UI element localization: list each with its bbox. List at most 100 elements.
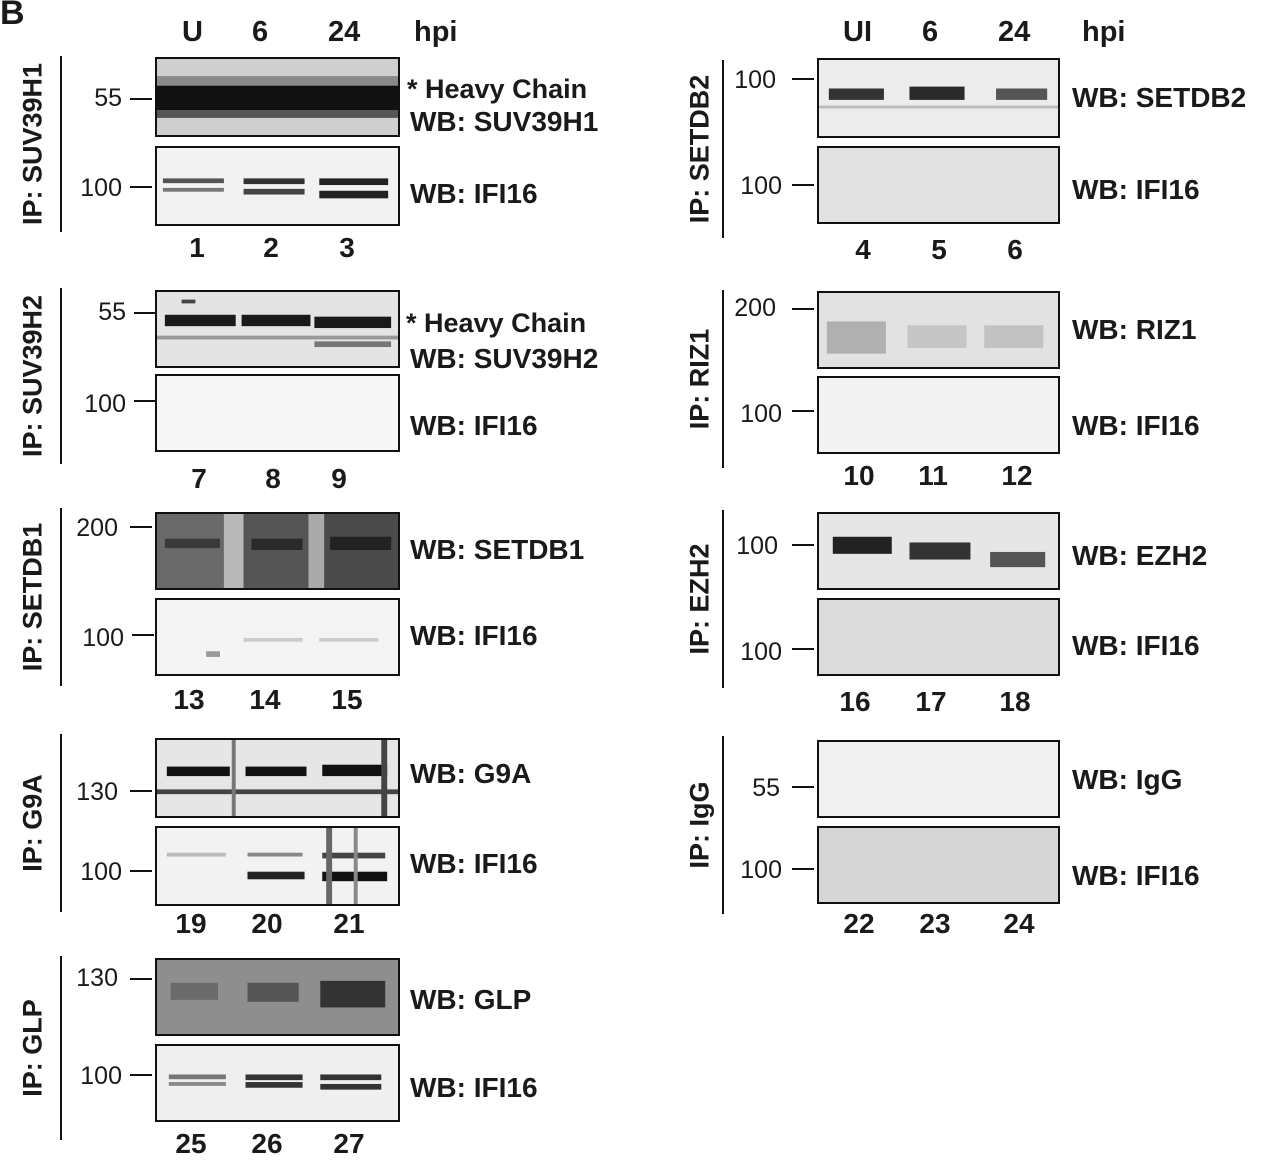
- blot-ezh2-top: [817, 512, 1060, 590]
- mw-tick: [130, 870, 152, 872]
- wb-label-ifi16: WB: IFI16: [1072, 860, 1200, 891]
- right-header-hpi: hpi: [1082, 16, 1126, 48]
- wb-label-setdb2: WB: SETDB2: [1072, 82, 1247, 113]
- wb-label-ifi16: WB: IFI16: [1072, 174, 1200, 205]
- mw-tick: [792, 786, 814, 788]
- wb-label-riz1: WB: RIZ1: [1072, 314, 1197, 345]
- mw-tick: [130, 978, 152, 980]
- lane-number: 18: [999, 686, 1031, 717]
- ip-label-g9a: IP: G9A: [17, 774, 48, 872]
- mw-marker: 55: [752, 774, 780, 802]
- lane-number: 25: [175, 1128, 207, 1159]
- lane-number: 16: [839, 686, 871, 717]
- mw-marker: 100: [740, 172, 782, 200]
- wb-label-ifi16: WB: IFI16: [1072, 630, 1200, 661]
- blot-glp-ifi16: [155, 1044, 400, 1122]
- mw-tick: [792, 868, 814, 870]
- mw-tick: [130, 790, 152, 792]
- mw-marker: 130: [76, 964, 118, 992]
- ip-bracket: [60, 956, 62, 1140]
- lane-number: 23: [919, 908, 951, 939]
- left-header-hpi: hpi: [414, 16, 458, 48]
- lane-number: 15: [331, 684, 363, 715]
- blot-setdb2-top: [817, 58, 1060, 138]
- mw-marker: 100: [80, 174, 122, 202]
- lane-number: 8: [265, 463, 281, 494]
- lane-number: 27: [333, 1128, 365, 1159]
- mw-tick: [134, 400, 156, 402]
- blot-riz1-ifi16: [817, 376, 1060, 454]
- mw-tick: [792, 410, 814, 412]
- mw-tick: [792, 648, 814, 650]
- blot-ezh2-ifi16: [817, 598, 1060, 676]
- right-header-lane-1: UI: [843, 16, 872, 48]
- wb-label-ifi16: WB: IFI16: [410, 1072, 538, 1103]
- lane-number: 5: [931, 234, 947, 265]
- lane-number: 3: [339, 232, 355, 263]
- blot-igg-ifi16: [817, 826, 1060, 904]
- blot-igg-top: [817, 740, 1060, 818]
- blot-suv39h2-ifi16: [155, 374, 400, 452]
- right-header-lane-3: 24: [998, 16, 1031, 48]
- ip-label-suv39h1: IP: SUV39H1: [17, 62, 48, 226]
- mw-tick: [792, 308, 814, 310]
- right-header-lane-2: 6: [922, 16, 939, 48]
- blot-suv39h2-top: [155, 290, 400, 368]
- ip-bracket: [60, 288, 62, 464]
- mw-tick: [130, 98, 152, 100]
- lane-number: 19: [175, 908, 207, 939]
- lane-number: 4: [855, 234, 871, 265]
- mw-marker: 100: [736, 532, 778, 560]
- heavy-chain-note: * Heavy Chain: [406, 308, 587, 338]
- lane-number: 20: [251, 908, 283, 939]
- mw-marker: 100: [734, 66, 776, 94]
- lane-number: 26: [251, 1128, 283, 1159]
- blot-setdb1-top: [155, 512, 400, 590]
- blot-setdb1-ifi16: [155, 598, 400, 676]
- left-header-lane-1: U: [182, 16, 203, 48]
- lane-number: 9: [331, 463, 347, 494]
- lane-number: 24: [1003, 908, 1035, 939]
- mw-tick: [134, 312, 156, 314]
- heavy-chain-note: * Heavy Chain: [407, 74, 588, 104]
- ip-label-setdb1: IP: SETDB1: [17, 522, 48, 672]
- mw-tick: [130, 186, 152, 188]
- blot-riz1-top: [817, 291, 1060, 369]
- blot-glp-top: [155, 958, 400, 1036]
- ip-label-glp: IP: GLP: [17, 999, 48, 1097]
- blot-g9a-ifi16: [155, 826, 400, 906]
- mw-tick: [792, 78, 814, 80]
- panel-letter: B: [0, 0, 25, 32]
- ip-bracket: [722, 60, 724, 238]
- ip-bracket: [722, 510, 724, 688]
- mw-marker: 100: [82, 624, 124, 652]
- ip-bracket: [60, 734, 62, 912]
- blot-setdb2-ifi16: [817, 146, 1060, 224]
- blot-g9a-top: [155, 738, 400, 818]
- wb-label-igg: WB: IgG: [1072, 764, 1183, 795]
- lane-number: 13: [173, 684, 205, 715]
- blot-suv39h1-top: [155, 57, 400, 137]
- ip-bracket: [722, 736, 724, 914]
- mw-marker: 130: [76, 778, 118, 806]
- wb-label-ifi16: WB: IFI16: [410, 410, 538, 441]
- lane-number: 14: [249, 684, 281, 715]
- wb-label-ifi16: WB: IFI16: [410, 620, 538, 651]
- wb-label-ifi16: WB: IFI16: [410, 848, 538, 879]
- ip-label-setdb2: IP: SETDB2: [684, 74, 715, 224]
- lane-number: 11: [918, 460, 948, 491]
- ip-bracket: [722, 290, 724, 468]
- lane-number: 22: [843, 908, 875, 939]
- mw-tick: [130, 526, 152, 528]
- ip-bracket: [60, 508, 62, 686]
- wb-label-suv39h1: WB: SUV39H1: [410, 106, 599, 137]
- lane-number: 2: [263, 232, 279, 263]
- mw-marker: 100: [80, 1062, 122, 1090]
- mw-tick: [792, 544, 814, 546]
- mw-tick: [792, 184, 814, 186]
- blot-suv39h1-ifi16: [155, 146, 400, 226]
- wb-label-setdb1: WB: SETDB1: [410, 534, 585, 565]
- left-header-lane-2: 6: [252, 16, 269, 48]
- left-header-lane-3: 24: [328, 16, 361, 48]
- lane-number: 7: [191, 463, 207, 494]
